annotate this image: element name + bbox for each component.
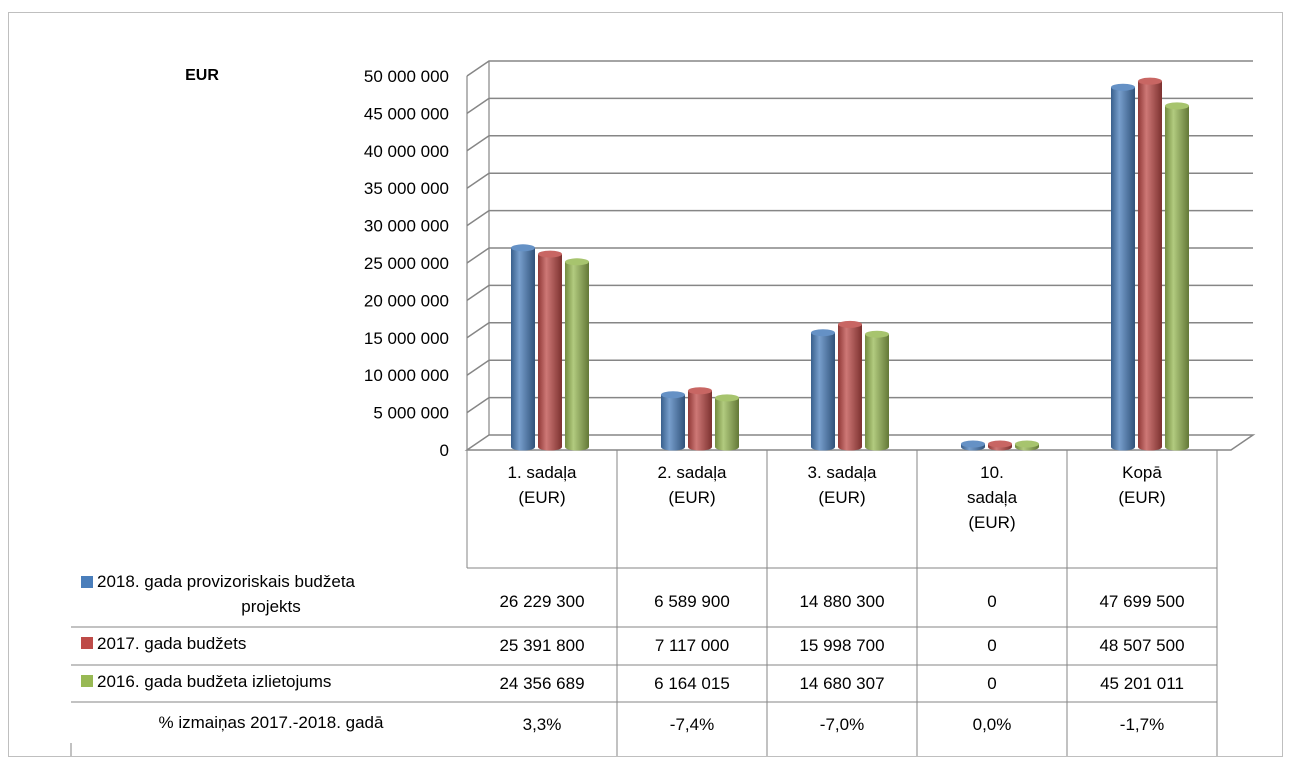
table-cell: 0,0% bbox=[973, 715, 1012, 734]
bar-top bbox=[1138, 77, 1162, 85]
gridline bbox=[466, 359, 1253, 376]
table-cell: 0 bbox=[987, 636, 996, 655]
bar-chart-3d: 0 5 000 000 10 000 000 15 000 000 20 000 000… bbox=[70, 60, 1256, 756]
y-tick-label: 5 000 000 bbox=[373, 404, 449, 423]
y-tick-label: 25 000 000 bbox=[364, 254, 449, 273]
bar-5-series-2 bbox=[1138, 81, 1162, 451]
gridlines bbox=[466, 60, 1253, 414]
bar-top bbox=[1111, 83, 1135, 91]
category-label: 2. sadaļa bbox=[658, 463, 728, 482]
category-label: sadaļa bbox=[967, 488, 1018, 507]
series-name: projekts bbox=[241, 597, 301, 616]
table-cell: 25 391 800 bbox=[499, 636, 584, 655]
bar-2-series-3 bbox=[715, 397, 739, 451]
bar-1-series-2 bbox=[538, 254, 562, 451]
gridline bbox=[466, 135, 1253, 152]
table-cell: 48 507 500 bbox=[1099, 636, 1184, 655]
bar-5-series-3 bbox=[1165, 105, 1189, 451]
bar-top bbox=[715, 394, 739, 402]
legend-swatch bbox=[81, 675, 93, 687]
gridline bbox=[466, 247, 1253, 264]
table-cell: 45 201 011 bbox=[1100, 674, 1184, 693]
category-label: 1. sadaļa bbox=[508, 463, 578, 482]
bar-1-series-3 bbox=[565, 261, 589, 451]
bar-top bbox=[1015, 440, 1039, 448]
y-axis-label: EUR bbox=[185, 67, 219, 84]
category-label: 10. bbox=[980, 463, 1004, 482]
gridline bbox=[466, 172, 1253, 189]
table-cell: 6 164 015 bbox=[654, 674, 730, 693]
table-cell: -1,7% bbox=[1120, 715, 1164, 734]
category-label: (EUR) bbox=[518, 488, 565, 507]
y-tick-label: 40 000 000 bbox=[364, 142, 449, 161]
table-cell: 47 699 500 bbox=[1099, 592, 1184, 611]
gridline bbox=[466, 396, 1253, 414]
table-cell: -7,4% bbox=[670, 715, 714, 734]
bar-top bbox=[688, 387, 712, 395]
table-cell: 14 880 300 bbox=[799, 592, 884, 611]
bar-5-series-1 bbox=[1111, 87, 1135, 451]
bar-1-series-1 bbox=[511, 247, 535, 451]
bar-3-series-2 bbox=[838, 324, 862, 451]
gridline bbox=[466, 97, 1253, 115]
gridline bbox=[466, 322, 1253, 339]
table-cell: 24 356 689 bbox=[499, 674, 584, 693]
y-tick-label: 10 000 000 bbox=[364, 366, 449, 385]
bar-top bbox=[511, 244, 535, 252]
category-label: (EUR) bbox=[968, 513, 1015, 532]
category-label: (EUR) bbox=[1118, 488, 1165, 507]
bar-top bbox=[661, 391, 685, 399]
bar-top bbox=[565, 258, 589, 266]
legend-swatch bbox=[81, 576, 93, 588]
y-tick-label: 35 000 000 bbox=[364, 179, 449, 198]
bar-top bbox=[988, 440, 1012, 448]
y-tick-label: 30 000 000 bbox=[364, 217, 449, 236]
data-table: 1. sadaļa (EUR) 2. sadaļa (EUR) 3. sadaļa (EU… bbox=[70, 450, 1218, 756]
bar-top bbox=[1165, 102, 1189, 110]
table-cell: 0 bbox=[987, 592, 996, 611]
table-cell: 0 bbox=[987, 674, 996, 693]
gridline bbox=[466, 60, 1253, 77]
table-cell: 3,3% bbox=[523, 715, 562, 734]
series-name: 2017. gada budžets bbox=[97, 634, 246, 653]
table-cell: -7,0% bbox=[820, 715, 864, 734]
bar-top bbox=[538, 250, 562, 258]
y-axis-ticks: 0 5 000 000 10 000 000 15 000 000 20 000 000… bbox=[364, 67, 449, 460]
table-cell: 15 998 700 bbox=[799, 636, 884, 655]
legend-swatch bbox=[81, 637, 93, 649]
series-name: 2016. gada budžeta izlietojums bbox=[97, 672, 331, 691]
y-tick-label: 45 000 000 bbox=[364, 104, 449, 123]
bar-2-series-2 bbox=[688, 390, 712, 451]
table-cell: 26 229 300 bbox=[499, 592, 584, 611]
bar-2-series-1 bbox=[661, 394, 685, 451]
bar-top bbox=[865, 330, 889, 338]
series-name: 2018. gada provizoriskais budžeta bbox=[97, 572, 356, 591]
y-tick-label: 20 000 000 bbox=[364, 291, 449, 310]
bar-top bbox=[838, 320, 862, 328]
bar-top bbox=[811, 329, 835, 337]
gridline bbox=[466, 284, 1253, 302]
y-tick-label: 0 bbox=[440, 441, 449, 460]
bar-3-series-3 bbox=[865, 334, 889, 451]
category-label: (EUR) bbox=[818, 488, 865, 507]
category-label: 3. sadaļa bbox=[808, 463, 878, 482]
chart-frame: 0 5 000 000 10 000 000 15 000 000 20 000 000… bbox=[8, 12, 1283, 757]
y-tick-label: 15 000 000 bbox=[364, 329, 449, 348]
bars bbox=[511, 77, 1189, 451]
y-tick-label: 50 000 000 bbox=[364, 67, 449, 86]
category-label: Kopā bbox=[1122, 463, 1162, 482]
table-cell: 6 589 900 bbox=[654, 592, 730, 611]
bar-top bbox=[961, 440, 985, 448]
bar-3-series-1 bbox=[811, 332, 835, 451]
table-cell: 7 117 000 bbox=[655, 636, 729, 655]
table-cell: 14 680 307 bbox=[799, 674, 884, 693]
gridline bbox=[466, 209, 1253, 227]
category-label: (EUR) bbox=[668, 488, 715, 507]
row-name: % izmaiņas 2017.-2018. gadā bbox=[159, 713, 384, 732]
